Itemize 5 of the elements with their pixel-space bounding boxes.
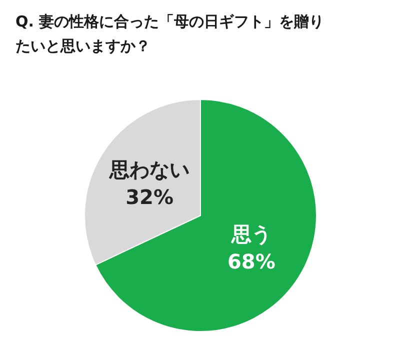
slice-label: 思う [230,222,272,246]
chart-title: Q. 妻の性格に合った「母の日ギフト」を贈りたいと思いますか？ [16,12,324,55]
data-label: 32% [126,184,174,209]
data-label: 68% [227,250,276,274]
slice-label: 思わない [108,157,190,182]
